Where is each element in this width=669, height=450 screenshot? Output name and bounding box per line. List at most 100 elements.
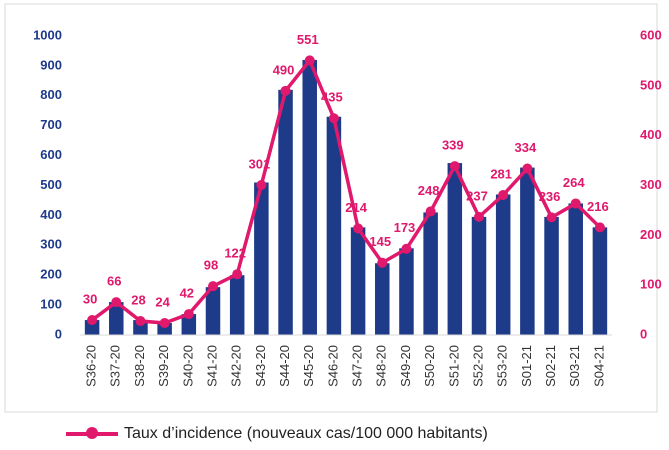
- data-label: 551: [297, 32, 319, 47]
- bar: [423, 212, 438, 335]
- line-marker: [474, 211, 484, 222]
- x-tick-label: S49-20: [398, 345, 413, 387]
- bar: [278, 89, 293, 335]
- data-label: 28: [131, 292, 145, 307]
- y-tick-label: 400: [40, 207, 62, 222]
- x-tick-label: S04-21: [591, 345, 606, 387]
- data-label: 145: [369, 234, 391, 249]
- bar: [181, 314, 197, 335]
- x-tick-label: S45-20: [301, 345, 316, 387]
- x-tick-label: S47-20: [350, 345, 365, 387]
- x-tick-label: S48-20: [374, 345, 389, 387]
- data-label: 42: [180, 286, 194, 301]
- bar: [447, 163, 463, 335]
- y-tick-label: 100: [40, 297, 62, 312]
- x-tick-label: S51-20: [446, 345, 461, 387]
- data-label: 24: [155, 294, 170, 309]
- bar: [205, 287, 221, 335]
- x-tick-label: S50-20: [422, 345, 437, 387]
- bar: [544, 216, 559, 335]
- data-label: 281: [490, 166, 512, 181]
- line-marker: [135, 316, 146, 327]
- y-tick-label: 900: [40, 57, 62, 72]
- line-marker: [546, 212, 557, 223]
- data-label: 173: [394, 220, 416, 235]
- bar: [399, 248, 414, 335]
- x-tick-label: S41-20: [204, 345, 219, 387]
- bar: [471, 216, 487, 335]
- y-tick-label: 800: [40, 87, 62, 102]
- line: [91, 57, 602, 325]
- y-tick-label: 700: [40, 117, 62, 132]
- bar: [326, 116, 342, 335]
- line-marker: [208, 281, 218, 292]
- data-label: 66: [107, 274, 121, 289]
- data-label: 237: [466, 188, 488, 203]
- y2-tick-label: 100: [640, 277, 662, 292]
- y-tick-label: 1000: [33, 27, 62, 42]
- bar: [302, 59, 317, 336]
- data-label: 339: [442, 138, 464, 153]
- line-marker: [570, 198, 581, 209]
- y2-tick-label: 600: [640, 27, 662, 42]
- x-tick-label: S43-20: [253, 345, 268, 387]
- data-label: 248: [418, 183, 440, 198]
- y2-tick-label: 300: [640, 177, 662, 192]
- data-label: 30: [83, 291, 97, 306]
- legend-label: Taux d’incidence (nouveaux cas/100 000 h…: [124, 425, 488, 442]
- bar: [229, 275, 245, 335]
- bar: [592, 227, 608, 335]
- line-marker: [232, 269, 243, 280]
- x-tick-label: S53-20: [495, 345, 510, 387]
- y2-tick-label: 500: [640, 77, 662, 92]
- data-label: 435: [321, 90, 343, 105]
- y2-tick-label: 0: [640, 326, 647, 341]
- x-tick-label: S44-20: [277, 345, 292, 387]
- chart-frame: [4, 3, 658, 413]
- x-tick-label: S52-20: [470, 345, 485, 387]
- bar: [254, 182, 269, 335]
- x-tick-label: S42-20: [229, 345, 244, 387]
- line-marker: [594, 222, 605, 233]
- line-marker: [111, 297, 122, 308]
- line-marker: [425, 206, 436, 217]
- line-marker: [353, 223, 364, 234]
- y-tick-label: 600: [40, 147, 62, 162]
- line-marker: [183, 309, 194, 320]
- line-marker: [159, 318, 170, 329]
- line-marker: [401, 243, 412, 254]
- x-tick-label: S37-20: [108, 345, 123, 387]
- line-marker: [87, 315, 98, 326]
- x-tick-label: S01-21: [519, 345, 534, 387]
- line-marker: [256, 180, 267, 191]
- data-label: 122: [224, 246, 246, 261]
- x-tick-label: S38-20: [132, 345, 147, 387]
- bar: [568, 203, 583, 335]
- data-label: 98: [204, 258, 218, 273]
- x-tick-label: S03-21: [567, 345, 582, 387]
- x-tick-label: S02-21: [543, 345, 558, 387]
- y-tick-label: 300: [40, 237, 62, 252]
- line-marker: [304, 55, 315, 66]
- data-label: 301: [249, 156, 271, 171]
- bar: [157, 323, 172, 335]
- y-tick-label: 200: [40, 267, 62, 282]
- y2-tick-label: 200: [640, 227, 662, 242]
- line-marker: [498, 189, 509, 200]
- data-label: 334: [515, 140, 537, 155]
- y-tick-label: 500: [40, 177, 62, 192]
- x-tick-label: S46-20: [325, 345, 340, 387]
- line-marker: [377, 257, 388, 268]
- y2-tick-label: 400: [640, 127, 662, 142]
- bar: [84, 320, 100, 335]
- bar: [375, 263, 390, 335]
- legend-marker: [86, 427, 98, 439]
- data-label: 236: [539, 189, 561, 204]
- line-marker: [280, 85, 291, 96]
- data-label: 490: [273, 62, 295, 77]
- bar: [109, 302, 124, 335]
- line-marker: [328, 113, 339, 124]
- x-tick-label: S39-20: [156, 345, 171, 387]
- data-label: 264: [563, 175, 585, 190]
